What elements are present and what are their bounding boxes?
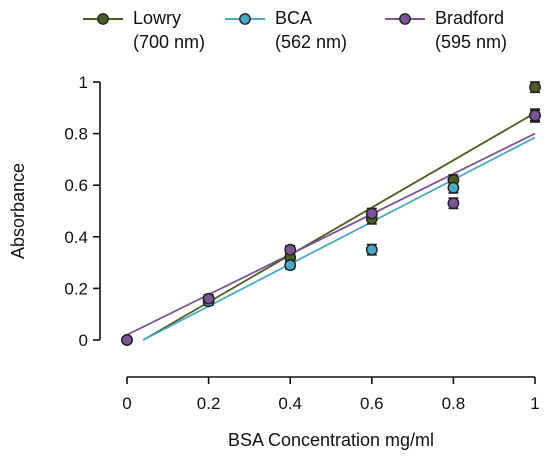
- y-tick-label: 0: [79, 331, 88, 350]
- data-point-series-3: [365, 207, 378, 220]
- data-points: [121, 81, 541, 346]
- axes: 0 0.2 0.4 0.6 0.8 1 0 0.2 0.4 0.6 0.8 1: [64, 73, 539, 413]
- legend-label: Lowry: [133, 8, 181, 28]
- x-tick-label: 0.8: [442, 394, 466, 413]
- y-axis-title: Absorbance: [8, 163, 28, 259]
- data-point-series-2: [447, 181, 460, 194]
- legend-swatch-marker: [239, 13, 251, 25]
- y-tick-label: 0.6: [64, 176, 88, 195]
- y-tick-label: 0.8: [64, 125, 88, 144]
- data-point-series-3: [284, 243, 297, 256]
- legend-label: BCA: [275, 8, 312, 28]
- legend-item-1: Lowry (700 nm): [83, 8, 205, 52]
- legend-label: (562 nm): [275, 32, 347, 52]
- data-point-series-2: [365, 243, 378, 256]
- fit-line-1: [142, 112, 536, 341]
- legend: Lowry (700 nm) BCA (562 nm) Bradford (595 nm): [83, 8, 507, 52]
- x-tick-label: 0.2: [197, 394, 221, 413]
- legend-label: Bradford: [435, 8, 504, 28]
- data-point-series-3: [121, 334, 133, 346]
- data-point-series-3: [529, 109, 541, 122]
- legend-item-2: BCA (562 nm): [225, 8, 347, 52]
- fit-line-2: [142, 136, 536, 341]
- x-tick-label: 1: [530, 394, 539, 413]
- data-point-series-2: [284, 259, 297, 272]
- legend-label: (700 nm): [133, 32, 205, 52]
- x-tick-label: 0.4: [278, 394, 302, 413]
- data-point-series-3: [202, 292, 215, 305]
- y-tick-label: 1: [79, 73, 88, 92]
- x-tick-label: 0.6: [360, 394, 384, 413]
- y-tick-label: 0.4: [64, 228, 88, 247]
- y-tick-label: 0.2: [64, 279, 88, 298]
- data-point-series-3: [447, 197, 460, 210]
- data-point-series-1: [529, 81, 541, 94]
- fit-lines: [126, 112, 536, 341]
- legend-swatch-marker: [97, 13, 109, 25]
- legend-item-3: Bradford (595 nm): [385, 8, 507, 52]
- legend-label: (595 nm): [435, 32, 507, 52]
- fit-line-3: [126, 132, 536, 336]
- x-tick-label: 0: [122, 394, 131, 413]
- legend-swatch-marker: [399, 13, 411, 25]
- x-axis-title: BSA Concentration mg/ml: [228, 430, 434, 450]
